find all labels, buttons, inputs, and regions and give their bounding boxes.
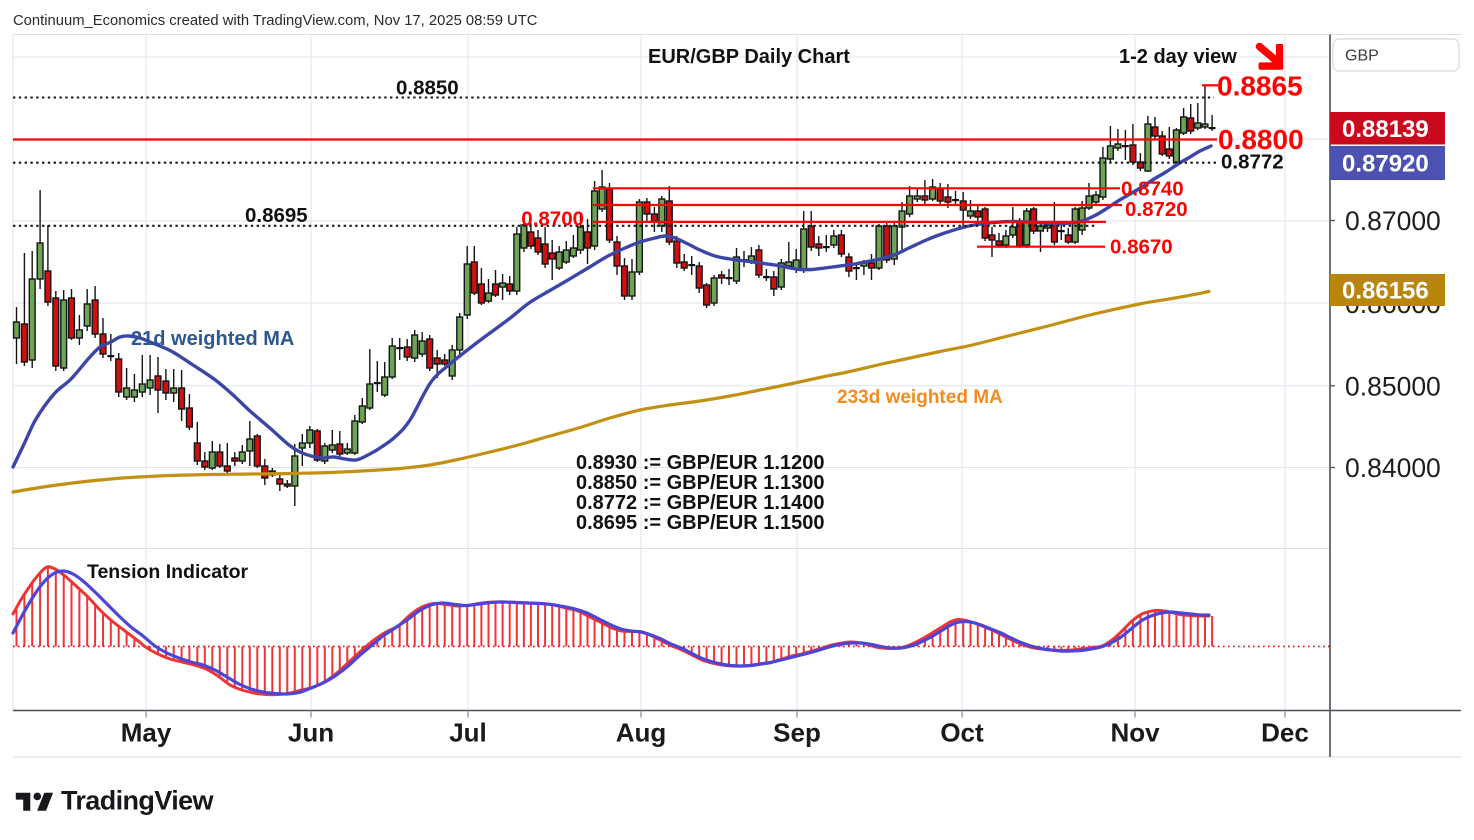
svg-text:0.8700: 0.8700 [521,208,584,231]
svg-text:0.8740: 0.8740 [1121,178,1184,201]
svg-text:Nov: Nov [1110,718,1160,748]
svg-text:21d weighted MA: 21d weighted MA [131,328,294,350]
svg-text:0.8800: 0.8800 [1218,124,1304,155]
svg-text:0.8850 := GBP/EUR 1.1300: 0.8850 := GBP/EUR 1.1300 [576,472,824,494]
svg-text:GBP: GBP [1345,48,1379,65]
svg-text:Jun: Jun [288,718,334,748]
svg-text:Tension Indicator: Tension Indicator [87,561,248,583]
svg-text:Jul: Jul [449,718,487,748]
svg-text:TradingView: TradingView [61,786,215,816]
svg-text:0.8695 := GBP/EUR 1.1500: 0.8695 := GBP/EUR 1.1500 [576,512,824,534]
svg-text:1-2 day view: 1-2 day view [1119,46,1237,68]
svg-text:0.8865: 0.8865 [1217,71,1303,102]
svg-text:Oct: Oct [940,718,984,748]
svg-text:Continuum_Economics created wi: Continuum_Economics created with Trading… [13,13,538,29]
svg-text:0.8695: 0.8695 [245,204,308,227]
svg-text:0.8930 := GBP/EUR 1.1200: 0.8930 := GBP/EUR 1.1200 [576,452,824,474]
svg-text:0.87000: 0.87000 [1345,206,1441,236]
svg-text:233d weighted MA: 233d weighted MA [837,387,1003,408]
svg-text:0.8850: 0.8850 [396,77,459,100]
svg-text:EUR/GBP Daily Chart: EUR/GBP Daily Chart [648,46,850,68]
svg-text:0.87920: 0.87920 [1342,151,1429,178]
svg-text:0.8772 := GBP/EUR 1.1400: 0.8772 := GBP/EUR 1.1400 [576,492,824,514]
svg-text:0.88139: 0.88139 [1342,116,1429,143]
svg-text:0.8670: 0.8670 [1110,236,1173,259]
svg-text:0.86156: 0.86156 [1342,278,1429,305]
svg-text:Dec: Dec [1261,718,1309,748]
svg-text:Aug: Aug [616,718,667,748]
svg-text:May: May [121,718,172,748]
svg-text:0.8772: 0.8772 [1221,151,1284,174]
svg-text:0.84000: 0.84000 [1345,453,1441,483]
svg-text:0.85000: 0.85000 [1345,372,1441,402]
svg-text:Sep: Sep [773,718,821,748]
svg-text:0.8720: 0.8720 [1125,198,1188,221]
